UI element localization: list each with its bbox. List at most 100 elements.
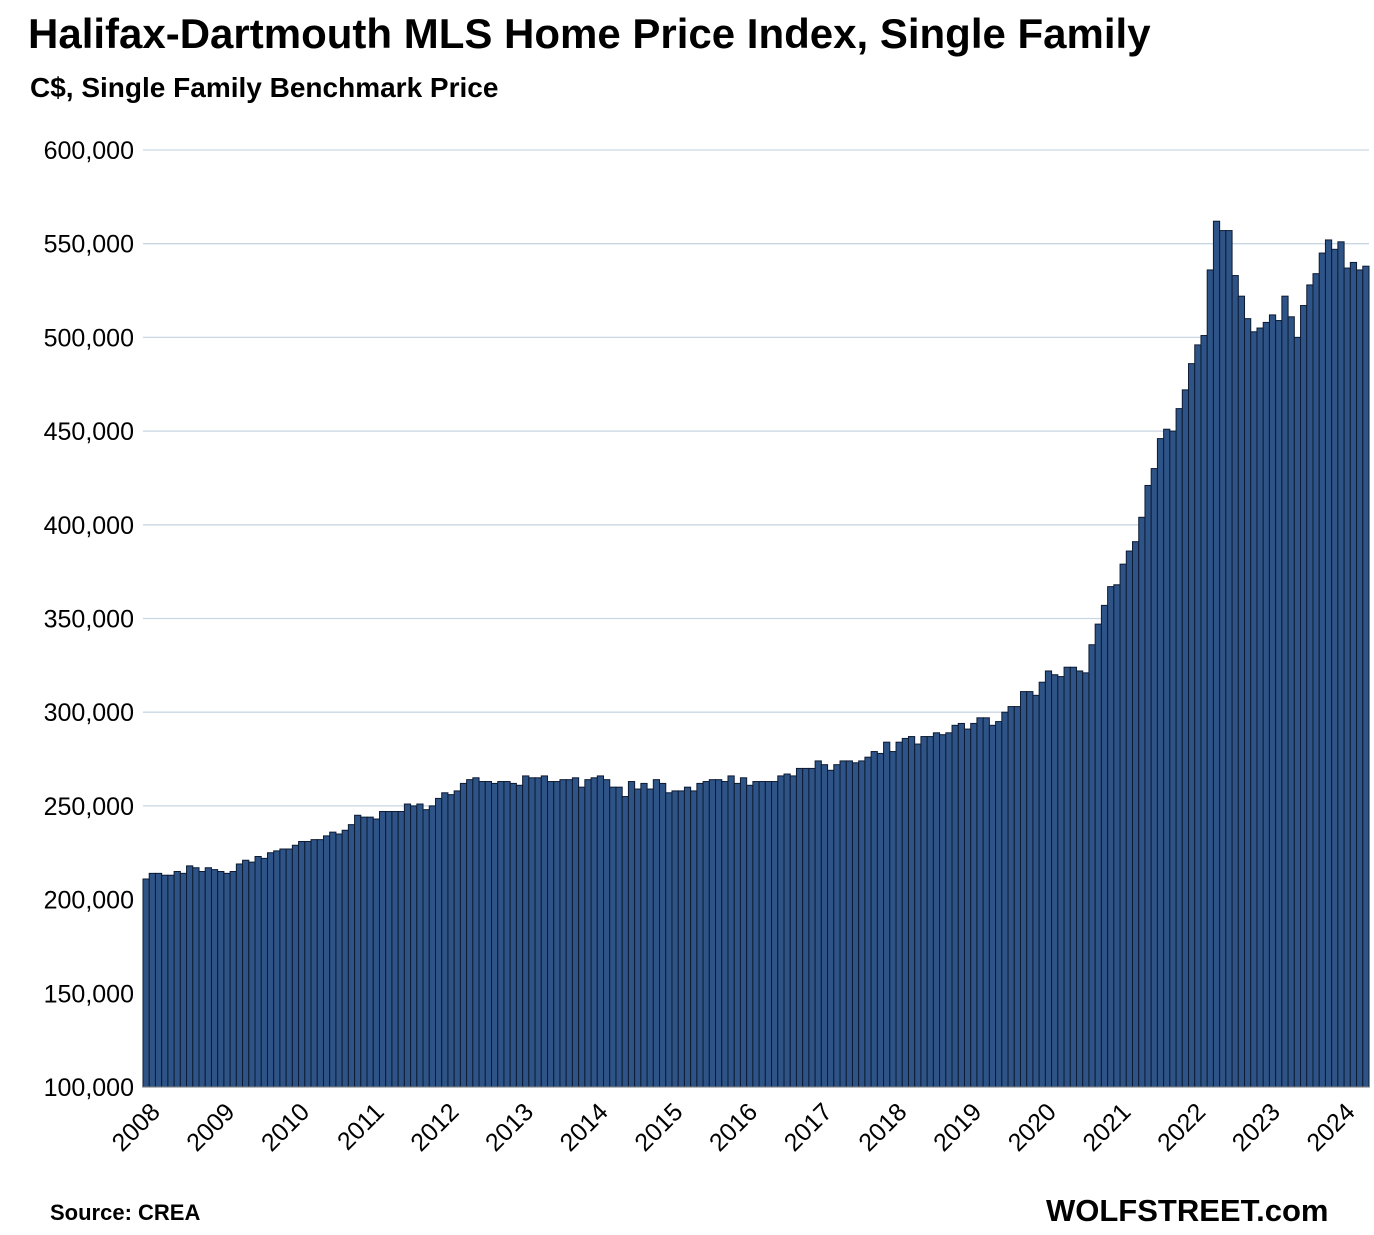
bar — [1019, 691, 1028, 1088]
y-tick-label: 600,000 — [44, 137, 134, 165]
bar — [1200, 335, 1208, 1088]
bar — [708, 779, 717, 1088]
x-tick-label: 2015 — [629, 1098, 688, 1157]
bar — [1044, 670, 1053, 1088]
bar — [204, 867, 212, 1088]
bar — [1082, 672, 1090, 1088]
bar — [565, 779, 573, 1088]
bar — [304, 841, 312, 1088]
bar — [391, 811, 399, 1088]
bar — [322, 835, 331, 1088]
bar — [1312, 273, 1320, 1088]
bar — [142, 878, 150, 1088]
bar — [839, 760, 847, 1088]
bar — [210, 869, 219, 1088]
bar — [802, 767, 810, 1088]
bar — [596, 775, 605, 1088]
x-tick-label: 2020 — [1003, 1098, 1062, 1157]
bar — [789, 775, 797, 1088]
bar — [154, 872, 163, 1088]
bar — [727, 775, 735, 1088]
bar — [1076, 670, 1084, 1088]
x-tick-label: 2013 — [480, 1098, 539, 1157]
y-tick-label: 400,000 — [44, 512, 134, 540]
bar — [889, 751, 897, 1088]
bar — [503, 781, 511, 1088]
bar — [1362, 265, 1370, 1088]
bar — [696, 782, 704, 1088]
bar — [273, 850, 281, 1088]
y-tick-label: 300,000 — [44, 699, 134, 727]
x-tick-label: 2024 — [1301, 1098, 1360, 1157]
bar — [851, 762, 860, 1088]
bar — [528, 777, 536, 1088]
bar — [715, 779, 723, 1088]
bar — [764, 781, 773, 1088]
bar — [957, 722, 965, 1088]
bar — [298, 841, 306, 1088]
bar — [1188, 363, 1196, 1088]
bar — [1281, 295, 1289, 1088]
bar — [920, 736, 928, 1088]
bar — [254, 856, 262, 1088]
bar — [845, 760, 853, 1088]
bar — [1007, 706, 1015, 1088]
bar — [478, 781, 486, 1088]
bar — [578, 786, 586, 1088]
bar — [1032, 694, 1040, 1088]
bar — [472, 777, 480, 1088]
y-tick-label: 450,000 — [44, 418, 134, 446]
bar — [814, 760, 822, 1088]
brand-logo-text: WOLFSTREET.com — [1046, 1193, 1329, 1228]
bar — [260, 857, 268, 1088]
bar — [777, 775, 785, 1088]
bar — [1013, 706, 1021, 1088]
bar — [932, 732, 941, 1088]
bar — [161, 874, 169, 1088]
x-tick-label: 2008 — [107, 1098, 166, 1157]
bar — [1212, 220, 1221, 1088]
bar — [1343, 267, 1351, 1088]
bar — [167, 874, 175, 1088]
bar — [385, 811, 393, 1088]
bar — [441, 792, 449, 1088]
bar — [403, 803, 412, 1088]
bar — [416, 803, 424, 1088]
bar — [553, 781, 561, 1088]
bar — [397, 811, 405, 1088]
bar — [901, 737, 909, 1088]
bar — [721, 781, 729, 1088]
bar — [634, 788, 642, 1088]
bar — [1225, 230, 1233, 1088]
y-tick-label: 350,000 — [44, 606, 134, 634]
bar — [571, 777, 580, 1088]
y-tick-label: 250,000 — [44, 793, 134, 821]
bar — [173, 870, 181, 1088]
bar — [646, 788, 654, 1088]
bar — [783, 773, 791, 1088]
bar — [1293, 336, 1302, 1088]
bar — [827, 769, 835, 1088]
bar — [584, 779, 592, 1088]
bar — [1287, 316, 1295, 1088]
x-tick-label: 2017 — [779, 1098, 838, 1157]
bar — [1349, 261, 1358, 1088]
bar — [540, 775, 549, 1088]
bar — [248, 861, 256, 1088]
x-axis: 2008 2009 2010 2011 2012 2013 2014 2015 2016 2017… — [107, 1098, 1361, 1157]
bar — [1138, 516, 1146, 1088]
bar — [428, 805, 436, 1088]
bar — [1100, 604, 1109, 1088]
bar — [1051, 674, 1059, 1088]
bar — [285, 848, 293, 1088]
x-tick-label: 2014 — [555, 1098, 614, 1157]
bar — [939, 734, 947, 1088]
x-tick-label: 2023 — [1227, 1098, 1286, 1157]
bar — [1194, 344, 1202, 1088]
bar — [316, 839, 324, 1088]
bar — [746, 784, 754, 1088]
x-tick-label: 2022 — [1152, 1098, 1211, 1157]
bar — [603, 779, 611, 1088]
bar — [522, 775, 530, 1088]
